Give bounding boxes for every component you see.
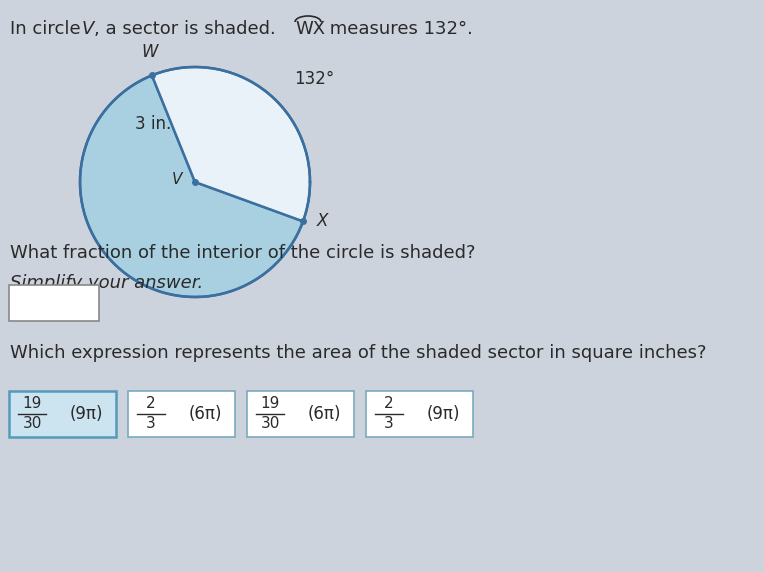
Text: , a sector is shaded.: , a sector is shaded. (94, 20, 276, 38)
Text: Which expression represents the area of the shaded sector in square inches?: Which expression represents the area of … (10, 344, 707, 362)
Text: X: X (317, 212, 329, 231)
Text: 30: 30 (261, 416, 280, 431)
FancyBboxPatch shape (9, 391, 116, 437)
Text: V: V (82, 20, 95, 38)
Text: W: W (141, 43, 158, 61)
FancyBboxPatch shape (128, 391, 235, 437)
FancyBboxPatch shape (247, 391, 354, 437)
Text: WX: WX (295, 20, 325, 38)
Wedge shape (80, 76, 303, 297)
Text: V: V (172, 173, 182, 188)
Text: 19: 19 (22, 396, 42, 411)
Text: 3 in.: 3 in. (135, 115, 172, 133)
Text: 132°: 132° (294, 70, 335, 88)
Text: (9π): (9π) (427, 405, 461, 423)
Text: measures 132°.: measures 132°. (324, 20, 473, 38)
FancyBboxPatch shape (366, 391, 473, 437)
Text: 3: 3 (384, 416, 394, 431)
Text: (9π): (9π) (70, 405, 103, 423)
Text: 30: 30 (22, 416, 42, 431)
Text: (6π): (6π) (189, 405, 222, 423)
Text: Simplify your answer.: Simplify your answer. (10, 274, 203, 292)
Text: 3: 3 (146, 416, 156, 431)
Text: 2: 2 (384, 396, 393, 411)
Wedge shape (152, 67, 310, 221)
Text: 19: 19 (261, 396, 280, 411)
Text: In circle: In circle (10, 20, 86, 38)
Text: (6π): (6π) (308, 405, 342, 423)
Text: 2: 2 (146, 396, 156, 411)
FancyBboxPatch shape (9, 285, 99, 321)
Text: What fraction of the interior of the circle is shaded?: What fraction of the interior of the cir… (10, 244, 475, 262)
